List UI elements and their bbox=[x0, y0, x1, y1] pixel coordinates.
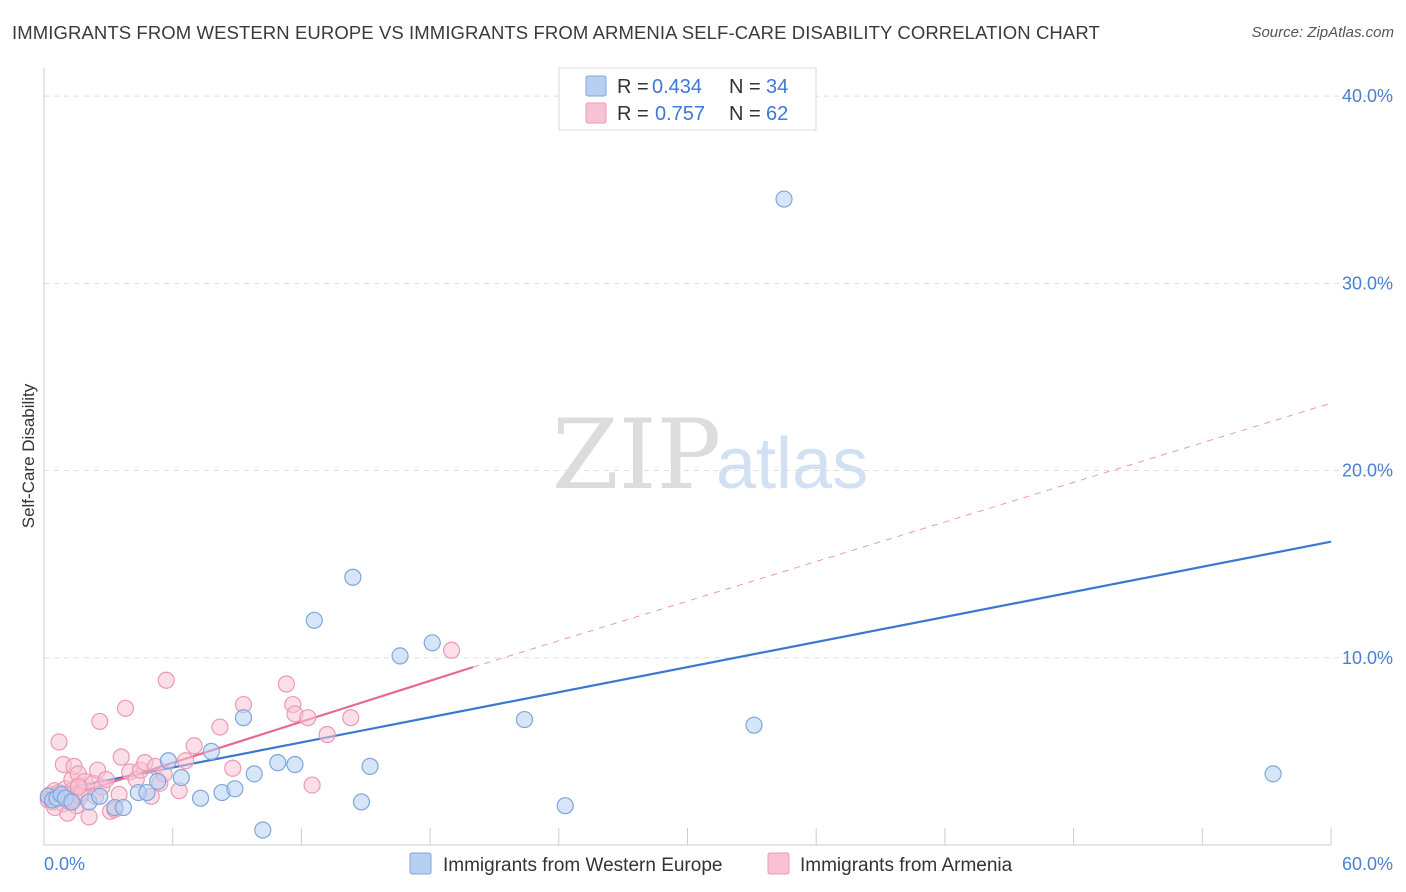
point-western-europe bbox=[556, 797, 574, 815]
series-legend-swatch-armenia bbox=[767, 852, 790, 875]
point-western-europe bbox=[159, 752, 178, 770]
point-armenia bbox=[224, 759, 242, 777]
point-western-europe bbox=[423, 634, 441, 652]
axes bbox=[43, 68, 1332, 846]
y-tick-label: 10.0% bbox=[1342, 648, 1393, 668]
point-armenia bbox=[80, 808, 98, 826]
x-tick-labels: 0.0% 60.0% bbox=[44, 854, 1393, 874]
series-legend-label-western-europe: Immigrants from Western Europe bbox=[443, 855, 722, 876]
trend-line-armenia-projection bbox=[472, 402, 1332, 668]
legend-r-value-2: 0.757 bbox=[655, 103, 705, 125]
y-axis-label: Self-Care Disability bbox=[19, 383, 38, 528]
legend-swatch-western-europe bbox=[585, 75, 607, 97]
point-western-europe bbox=[361, 757, 379, 775]
point-armenia bbox=[176, 752, 195, 770]
legend-r-label-1: R = bbox=[617, 76, 649, 98]
point-armenia bbox=[277, 675, 295, 693]
y-tick-labels: 10.0% 20.0% 30.0% 40.0% bbox=[1342, 86, 1393, 668]
point-western-europe bbox=[286, 755, 304, 774]
trend-line-western-europe bbox=[43, 540, 1332, 794]
point-western-europe bbox=[1264, 765, 1282, 783]
legend-r-value-1: 0.434 bbox=[652, 76, 702, 98]
point-armenia bbox=[91, 712, 109, 731]
point-armenia bbox=[157, 671, 175, 689]
chart-title: IMMIGRANTS FROM WESTERN EUROPE VS IMMIGR… bbox=[12, 22, 1100, 43]
point-western-europe bbox=[149, 772, 167, 790]
series-legend-swatch-western-europe bbox=[409, 852, 432, 875]
point-armenia bbox=[50, 733, 68, 751]
source-credit: Source: ZipAtlas.com bbox=[1251, 24, 1394, 41]
point-armenia bbox=[442, 641, 461, 659]
point-western-europe bbox=[191, 789, 210, 807]
point-armenia bbox=[342, 709, 360, 727]
point-armenia bbox=[116, 699, 135, 717]
point-western-europe bbox=[344, 568, 362, 586]
point-armenia bbox=[318, 725, 336, 744]
point-armenia bbox=[211, 718, 229, 736]
point-western-europe bbox=[226, 780, 244, 798]
legend-n-value-1: 34 bbox=[766, 76, 788, 98]
y-tick-label: 20.0% bbox=[1342, 461, 1393, 481]
point-western-europe bbox=[254, 821, 272, 839]
x-tick-label: 60.0% bbox=[1342, 854, 1393, 874]
point-armenia bbox=[69, 778, 87, 796]
point-armenia bbox=[112, 748, 130, 766]
gridlines bbox=[44, 95, 1391, 659]
watermark-atlas: atlas bbox=[716, 424, 868, 504]
series-legend-label-armenia: Immigrants from Armenia bbox=[800, 855, 1013, 876]
trend-line-armenia bbox=[43, 666, 474, 805]
point-western-europe bbox=[202, 742, 220, 760]
point-armenia bbox=[97, 770, 115, 789]
point-western-europe bbox=[391, 647, 409, 665]
point-western-europe bbox=[305, 611, 323, 629]
legend-swatch-armenia bbox=[585, 102, 607, 124]
data-points bbox=[39, 190, 1282, 839]
watermark-zip: ZIP bbox=[552, 399, 721, 511]
point-western-europe bbox=[172, 768, 190, 787]
correlation-legend: R = 0.434 N = 34 R = 0.757 N = 62 bbox=[558, 67, 817, 131]
legend-r-label-2: R = bbox=[617, 103, 649, 125]
legend-n-value-2: 62 bbox=[766, 103, 788, 125]
point-western-europe bbox=[245, 765, 263, 783]
x-tick-label: 0.0% bbox=[44, 854, 85, 874]
point-western-europe bbox=[269, 754, 287, 772]
point-western-europe bbox=[63, 793, 81, 811]
point-armenia bbox=[303, 776, 321, 794]
legend-n-label-2: N = bbox=[729, 103, 761, 125]
point-armenia bbox=[185, 737, 203, 755]
point-western-europe bbox=[114, 798, 132, 817]
trend-lines bbox=[43, 402, 1332, 805]
series-legend: Immigrants from Western Europe Immigrant… bbox=[409, 852, 1013, 876]
point-western-europe bbox=[745, 716, 763, 734]
point-western-europe bbox=[234, 709, 253, 727]
point-western-europe bbox=[138, 783, 156, 802]
y-tick-label: 30.0% bbox=[1342, 273, 1393, 293]
legend-n-label-1: N = bbox=[729, 76, 761, 98]
point-western-europe bbox=[515, 710, 534, 729]
point-western-europe bbox=[352, 793, 371, 811]
point-western-europe bbox=[775, 190, 793, 208]
y-tick-label: 40.0% bbox=[1342, 86, 1393, 106]
point-western-europe bbox=[91, 787, 109, 805]
point-armenia bbox=[299, 709, 317, 727]
